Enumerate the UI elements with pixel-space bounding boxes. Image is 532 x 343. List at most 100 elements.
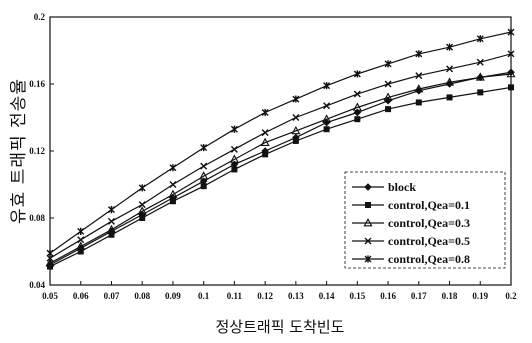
data-point bbox=[415, 50, 423, 58]
data-point bbox=[46, 249, 54, 257]
x-tick-label: 0.13 bbox=[288, 291, 304, 301]
series-line bbox=[49, 31, 512, 254]
legend-label: control,Qea=0.8 bbox=[388, 252, 470, 266]
data-point bbox=[507, 50, 515, 58]
x-tick-label: 0.06 bbox=[73, 291, 89, 301]
series-line bbox=[49, 71, 512, 266]
data-point bbox=[77, 236, 85, 244]
legend-entry: control,Qea=0.3 bbox=[352, 216, 470, 230]
legend-box bbox=[344, 171, 506, 269]
data-point bbox=[138, 201, 146, 209]
data-point bbox=[200, 144, 208, 152]
data-point bbox=[200, 162, 208, 170]
data-point bbox=[292, 95, 300, 103]
data-point bbox=[353, 70, 361, 78]
series-line bbox=[49, 53, 512, 259]
data-point bbox=[446, 94, 453, 101]
legend-label: control,Qea=0.1 bbox=[388, 198, 470, 212]
legend-label: control,Qea=0.5 bbox=[388, 234, 470, 248]
plot-series bbox=[45, 28, 516, 270]
data-point bbox=[323, 102, 331, 110]
series-2 bbox=[47, 84, 514, 270]
data-point bbox=[138, 184, 146, 192]
legend-label: control,Qea=0.3 bbox=[388, 216, 470, 230]
data-point bbox=[168, 189, 178, 198]
data-point bbox=[200, 183, 207, 190]
data-point bbox=[291, 125, 301, 135]
series-3 bbox=[45, 69, 516, 267]
data-point bbox=[383, 92, 393, 101]
legend: block control,Qea=0.1 control,Qea=0.3 contr… bbox=[344, 171, 506, 269]
data-point bbox=[76, 241, 86, 250]
legend-entry: control,Qea=0.8 bbox=[352, 252, 470, 266]
data-point bbox=[384, 60, 392, 68]
data-point bbox=[445, 77, 455, 86]
data-point bbox=[139, 215, 146, 221]
x-tick-label: 0.1 bbox=[198, 291, 210, 301]
legend-entry: control,Qea=0.5 bbox=[352, 234, 470, 248]
x-tick-label: 0.05 bbox=[42, 291, 58, 301]
data-point bbox=[506, 69, 516, 78]
data-point bbox=[262, 151, 269, 158]
data-point bbox=[261, 129, 269, 137]
x-tick-label: 0.19 bbox=[472, 291, 488, 301]
x-tick-label: 0.12 bbox=[257, 291, 273, 301]
data-point bbox=[477, 89, 484, 96]
data-point bbox=[45, 258, 55, 267]
y-tick-label: 0.16 bbox=[29, 79, 45, 89]
series-line bbox=[49, 86, 512, 268]
data-point bbox=[77, 227, 85, 235]
x-tick-label: 0.08 bbox=[134, 291, 150, 301]
y-tick-label: 0.08 bbox=[29, 213, 45, 223]
data-point bbox=[384, 80, 392, 88]
data-point bbox=[354, 116, 361, 123]
data-point bbox=[107, 217, 115, 225]
data-point bbox=[475, 72, 485, 81]
x-tick-label: 0.07 bbox=[104, 291, 120, 301]
data-point bbox=[169, 181, 177, 188]
data-point bbox=[231, 166, 238, 173]
x-axis-title: 정상트래픽 도착빈도 bbox=[216, 318, 345, 336]
y-axis: 0.04 0.08 0.12 0.16 0.2 bbox=[29, 12, 54, 290]
y-axis-title: 유효 트래픽 전송율 bbox=[9, 78, 29, 224]
legend-swatch-marker bbox=[364, 255, 372, 263]
data-point bbox=[323, 82, 331, 90]
y-tick-label: 0.12 bbox=[29, 146, 45, 156]
data-point bbox=[230, 125, 238, 133]
data-point bbox=[323, 126, 330, 133]
data-point bbox=[292, 114, 300, 121]
legend-swatch-marker bbox=[364, 183, 372, 191]
data-point bbox=[137, 206, 147, 215]
x-tick-label: 0.18 bbox=[442, 291, 458, 301]
y-tick-label: 0.04 bbox=[29, 280, 45, 290]
x-tick-label: 0.17 bbox=[411, 291, 427, 301]
data-point bbox=[322, 114, 332, 123]
data-point bbox=[476, 58, 484, 66]
data-point bbox=[230, 145, 238, 153]
data-point bbox=[292, 137, 299, 144]
data-point bbox=[77, 248, 84, 255]
data-point bbox=[47, 263, 53, 270]
legend-label: block bbox=[388, 180, 416, 194]
x-tick-label: 0.2 bbox=[505, 291, 517, 301]
legend-entries: block control,Qea=0.1 control,Qea=0.3 contr… bbox=[352, 180, 470, 266]
data-point bbox=[415, 72, 423, 80]
data-point bbox=[199, 171, 209, 180]
series-line bbox=[49, 73, 512, 264]
data-point bbox=[446, 65, 454, 73]
data-point bbox=[385, 106, 392, 113]
legend-swatch-marker bbox=[365, 202, 371, 208]
legend-entry: block bbox=[352, 180, 416, 194]
x-tick-label: 0.09 bbox=[165, 291, 181, 301]
data-point bbox=[446, 43, 454, 51]
data-point bbox=[415, 99, 422, 106]
x-tick-label: 0.16 bbox=[380, 291, 396, 301]
data-point bbox=[169, 198, 176, 205]
y-tick-label: 0.2 bbox=[34, 12, 46, 22]
legend-swatch-marker bbox=[363, 218, 373, 227]
data-point bbox=[106, 224, 116, 234]
data-point bbox=[261, 108, 269, 117]
data-point bbox=[507, 28, 515, 36]
x-axis: 0.05 0.06 0.07 0.08 0.09 0.1 0.11 0.12 0.13 0.14 0… bbox=[42, 281, 517, 301]
